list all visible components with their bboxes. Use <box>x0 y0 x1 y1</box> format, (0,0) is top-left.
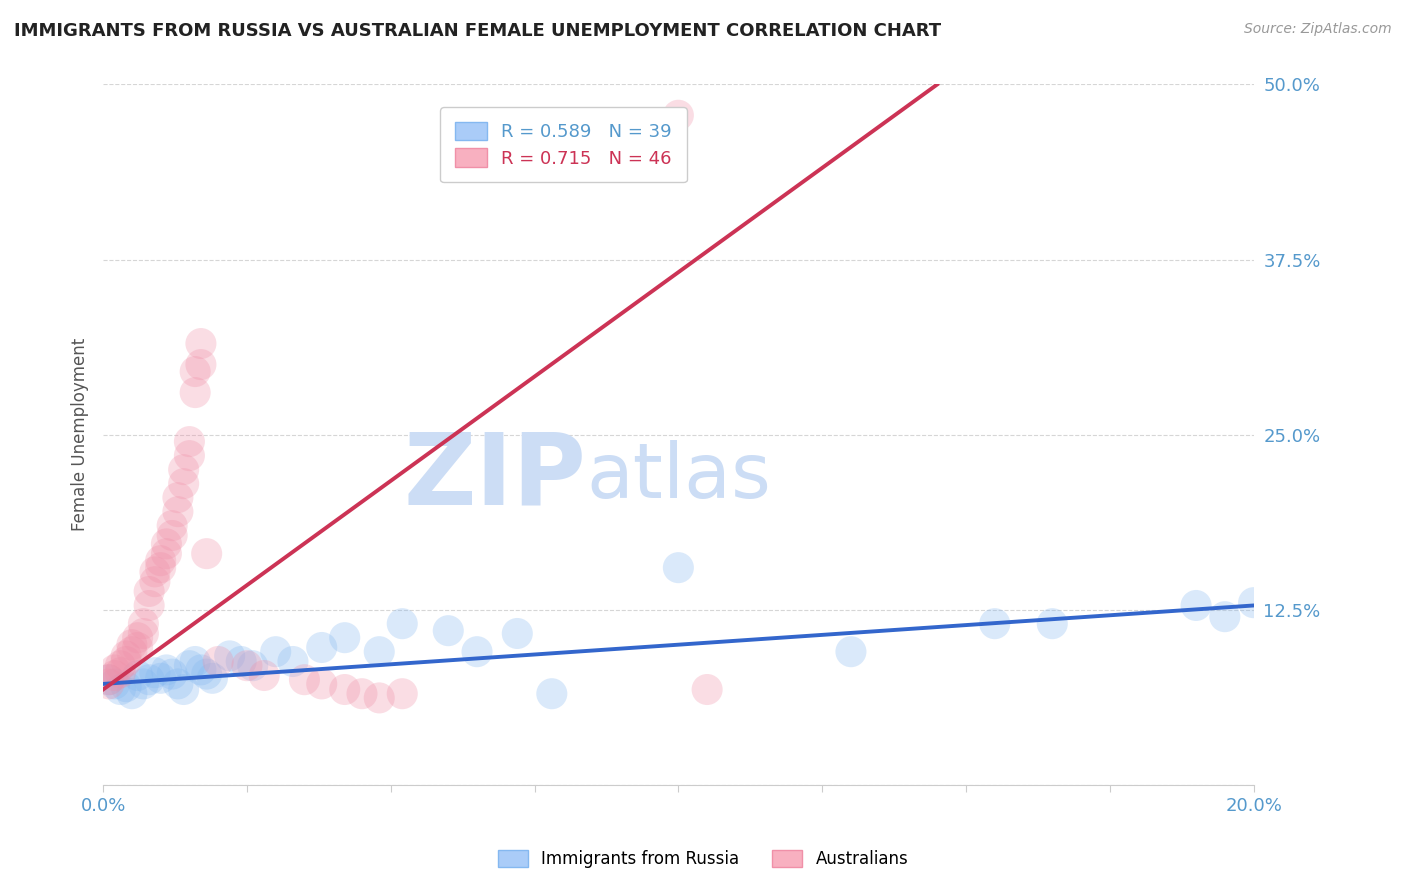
Point <box>110 682 132 697</box>
Point <box>167 505 190 519</box>
Text: IMMIGRANTS FROM RUSSIA VS AUSTRALIAN FEMALE UNEMPLOYMENT CORRELATION CHART: IMMIGRANTS FROM RUSSIA VS AUSTRALIAN FEM… <box>14 22 941 40</box>
Point <box>115 680 138 694</box>
Point <box>195 667 218 681</box>
Point <box>696 682 718 697</box>
Point <box>506 626 529 640</box>
Point <box>184 655 207 669</box>
Point <box>97 677 120 691</box>
Point <box>97 673 120 687</box>
Point <box>1243 596 1265 610</box>
Point <box>97 673 120 687</box>
Point <box>190 358 212 372</box>
Point <box>138 599 160 613</box>
Point <box>179 449 201 463</box>
Point <box>110 665 132 680</box>
Point <box>143 574 166 589</box>
Point <box>264 645 287 659</box>
Point <box>368 690 391 705</box>
Text: Source: ZipAtlas.com: Source: ZipAtlas.com <box>1244 22 1392 37</box>
Point <box>167 677 190 691</box>
Point <box>201 671 224 685</box>
Point <box>121 638 143 652</box>
Point <box>115 648 138 663</box>
Point <box>160 518 183 533</box>
Point <box>184 385 207 400</box>
Point <box>190 336 212 351</box>
Text: atlas: atlas <box>586 440 772 514</box>
Point <box>104 663 127 677</box>
Point <box>190 663 212 677</box>
Point <box>465 645 488 659</box>
Point <box>540 687 562 701</box>
Point <box>195 547 218 561</box>
Point <box>391 687 413 701</box>
Point <box>121 645 143 659</box>
Point <box>236 658 259 673</box>
Point <box>333 682 356 697</box>
Point <box>368 645 391 659</box>
Point <box>104 677 127 691</box>
Point <box>179 434 201 449</box>
Point <box>127 668 149 682</box>
Point <box>253 668 276 682</box>
Point <box>143 565 166 579</box>
Point <box>391 616 413 631</box>
Point <box>173 476 195 491</box>
Point <box>127 640 149 655</box>
Point <box>207 655 229 669</box>
Point <box>666 560 689 574</box>
Point <box>149 554 172 568</box>
Point <box>184 365 207 379</box>
Point <box>132 616 155 631</box>
Point <box>179 658 201 673</box>
Y-axis label: Female Unemployment: Female Unemployment <box>72 338 89 532</box>
Point <box>127 631 149 645</box>
Point <box>149 560 172 574</box>
Point <box>138 584 160 599</box>
Text: ZIP: ZIP <box>404 428 586 525</box>
Point <box>160 667 183 681</box>
Point <box>132 626 155 640</box>
Point <box>311 677 333 691</box>
Point <box>132 677 155 691</box>
Point <box>839 645 862 659</box>
Point <box>984 616 1007 631</box>
Point <box>173 462 195 476</box>
Point <box>121 687 143 701</box>
Point <box>155 547 177 561</box>
Point <box>231 655 253 669</box>
Point <box>437 624 460 638</box>
Point <box>294 673 316 687</box>
Point <box>666 108 689 122</box>
Point <box>173 682 195 697</box>
Point <box>333 631 356 645</box>
Point <box>138 673 160 687</box>
Point <box>218 648 240 663</box>
Point <box>155 663 177 677</box>
Point <box>350 687 373 701</box>
Point <box>1213 609 1236 624</box>
Point <box>311 640 333 655</box>
Point <box>155 537 177 551</box>
Point <box>167 491 190 505</box>
Point <box>110 658 132 673</box>
Point <box>1040 616 1063 631</box>
Legend: R = 0.589   N = 39, R = 0.715   N = 46: R = 0.589 N = 39, R = 0.715 N = 46 <box>440 107 686 182</box>
Point <box>242 658 264 673</box>
Point <box>143 665 166 680</box>
Point <box>104 668 127 682</box>
Point <box>1185 599 1208 613</box>
Point <box>149 671 172 685</box>
Point <box>115 655 138 669</box>
Legend: Immigrants from Russia, Australians: Immigrants from Russia, Australians <box>491 843 915 875</box>
Point <box>281 655 304 669</box>
Point <box>160 528 183 542</box>
